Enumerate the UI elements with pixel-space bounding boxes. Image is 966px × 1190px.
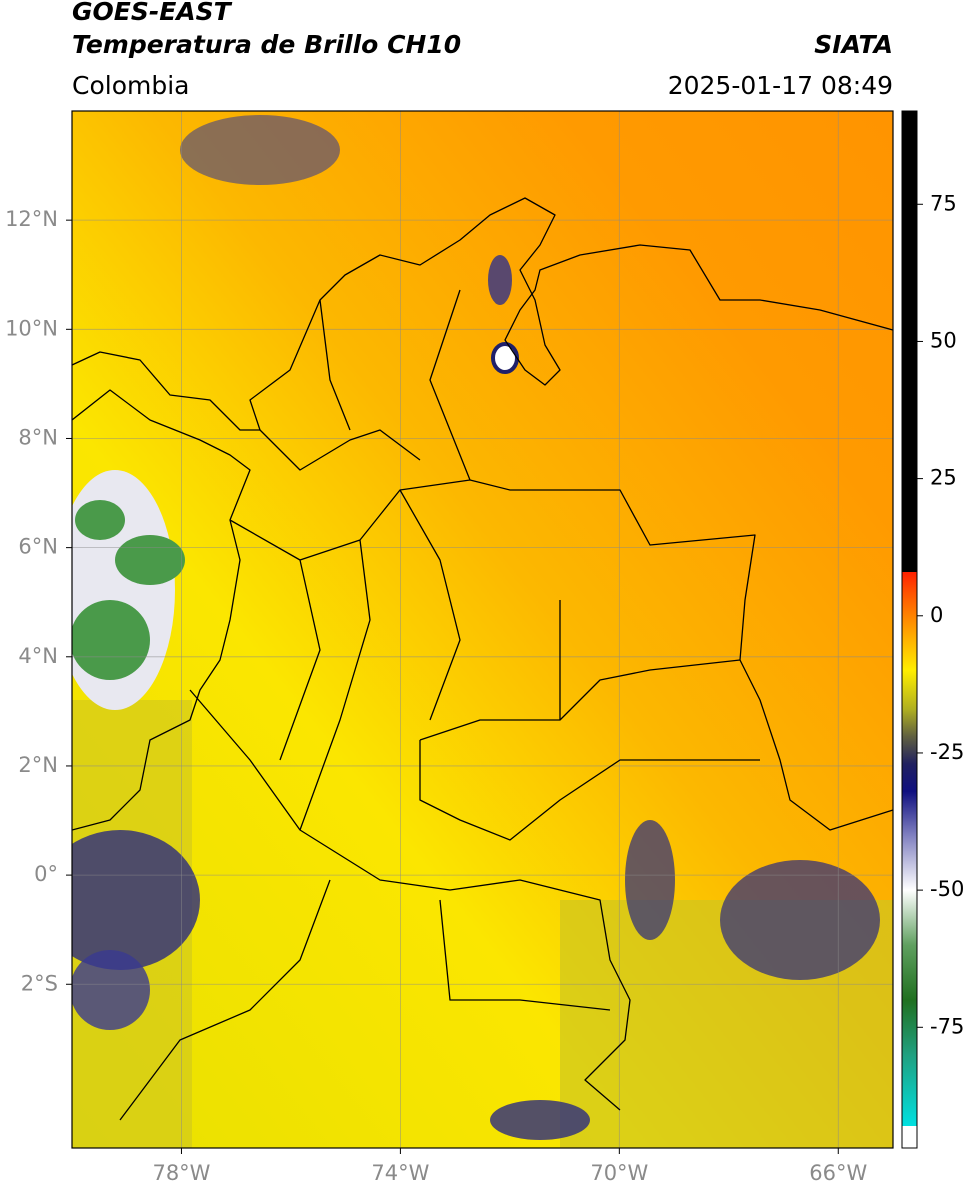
y-tick-label: 4°N bbox=[18, 644, 58, 668]
x-tick-label: 74°W bbox=[371, 1161, 429, 1185]
colorbar-tick-label: 25 bbox=[930, 466, 957, 490]
region: Colombia bbox=[72, 71, 189, 100]
colorbar-tick-label: -50 bbox=[930, 877, 964, 901]
colorbar-tick-label: 0 bbox=[930, 603, 943, 627]
colorbar-tick-label: -25 bbox=[930, 740, 964, 764]
colorbar-tick-label: -75 bbox=[930, 1014, 964, 1038]
map-image bbox=[72, 111, 893, 1148]
y-tick-label: 2°S bbox=[21, 971, 58, 995]
y-tick-label: 2°N bbox=[18, 753, 58, 777]
y-tick-label: 12°N bbox=[5, 207, 58, 231]
y-tick-label: 10°N bbox=[5, 316, 58, 340]
colorbar-tick-label: 50 bbox=[930, 328, 957, 352]
y-tick-label: 6°N bbox=[18, 535, 58, 559]
y-tick-label: 0° bbox=[34, 862, 58, 886]
x-tick-label: 66°W bbox=[809, 1161, 867, 1185]
x-tick-label: 78°W bbox=[152, 1161, 210, 1185]
source: SIATA bbox=[814, 30, 893, 59]
colorbar bbox=[901, 110, 918, 1149]
timestamp: 2025-01-17 08:49 bbox=[668, 71, 893, 100]
title: GOES-EAST bbox=[72, 0, 233, 26]
x-tick-label: 70°W bbox=[590, 1161, 648, 1185]
y-tick-label: 8°N bbox=[18, 425, 58, 449]
subtitle: Temperatura de Brillo CH10 bbox=[72, 30, 461, 59]
map-frame bbox=[71, 110, 894, 1149]
colorbar-tick-label: 75 bbox=[930, 191, 957, 215]
